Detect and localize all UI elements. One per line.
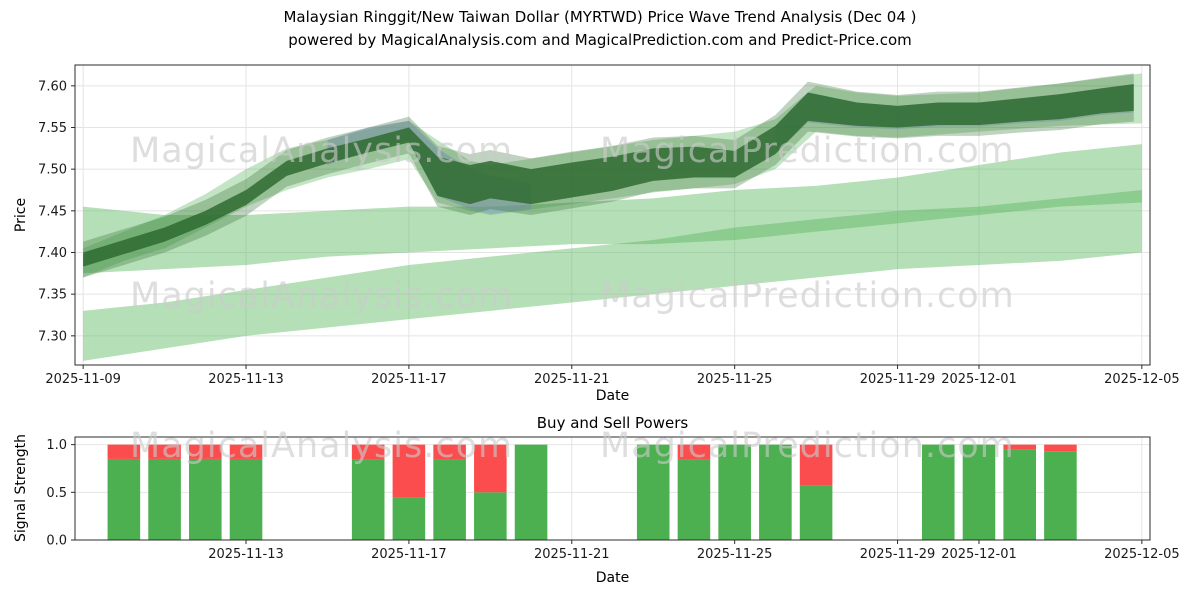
plot-frame: [74, 64, 1151, 366]
y-tick-label: 7.30: [38, 329, 67, 344]
x-tick-label: 2025-11-17: [371, 372, 447, 387]
buy-bar: [107, 458, 141, 540]
sell-bar: [1003, 444, 1036, 450]
x-tick-label: 2025-12-01: [941, 372, 1017, 387]
middle-forecast-band: [83, 144, 1142, 274]
sell-bar: [148, 444, 181, 459]
sell-bar: [107, 444, 141, 459]
y-tick-label: 1.0: [46, 438, 67, 453]
buy-bar: [229, 458, 263, 540]
buy-bar: [799, 485, 833, 540]
y-tick-label: 7.40: [38, 246, 67, 261]
x-tick-label: 2025-12-05: [1104, 372, 1180, 387]
page-subtitle: powered by MagicalAnalysis.com and Magic…: [288, 31, 912, 49]
buy-bar: [718, 444, 751, 540]
x-tick-label: 2025-11-25: [697, 372, 773, 387]
sell-bar: [677, 444, 711, 460]
x-tick-label: 2025-11-29: [860, 547, 936, 562]
x-tick-label: 2025-11-13: [208, 372, 284, 387]
buy-bar: [189, 458, 222, 540]
x-tick-label: 2025-12-01: [941, 547, 1017, 562]
sell-bar: [433, 444, 466, 460]
power-x-axis-label: Date: [595, 570, 630, 586]
buy-bar: [636, 444, 670, 540]
buy-bar: [1044, 451, 1077, 540]
sell-bar: [229, 444, 263, 459]
buy-bar: [759, 444, 792, 540]
sell-bar: [799, 444, 833, 486]
x-tick-label: 2025-11-13: [208, 547, 284, 562]
y-tick-label: 7.45: [38, 204, 67, 219]
plot-frame: [74, 436, 1151, 541]
buy-bar: [351, 459, 385, 540]
buy-bar: [148, 458, 181, 540]
power-chart-svg: 2025-11-13 2025-11-17 2025-11-21 2025-11-25…: [46, 436, 1180, 562]
y-tick-label: 7.35: [38, 288, 67, 303]
y-tick-label: 0.0: [46, 534, 67, 549]
sell-bar: [474, 444, 507, 493]
buy-bar: [962, 444, 996, 540]
sell-bar: [1044, 444, 1077, 452]
sell-bar: [351, 444, 385, 460]
buy-bar: [433, 459, 466, 540]
price-x-axis-label: Date: [595, 388, 630, 404]
y-tick-label: 7.50: [38, 163, 67, 178]
price-chart-svg: 2025-11-09 2025-11-13 2025-11-17 2025-11-21…: [38, 64, 1180, 387]
buy-bar: [677, 459, 711, 540]
y-tick-label: 7.55: [38, 121, 67, 136]
y-tick-label: 7.60: [38, 79, 67, 94]
buy-bar: [474, 492, 507, 540]
buy-bar: [921, 444, 955, 540]
x-tick-label: 2025-11-21: [534, 372, 610, 387]
buy-bar: [514, 444, 548, 540]
x-tick-label: 2025-11-25: [697, 547, 773, 562]
buy-bar: [1003, 449, 1036, 540]
lower-forecast-band: [83, 190, 1142, 361]
x-tick-label: 2025-11-21: [534, 547, 610, 562]
power-chart-title: Buy and Sell Powers: [536, 414, 689, 432]
page-title: Malaysian Ringgit/New Taiwan Dollar (MYR…: [283, 8, 917, 26]
sell-bar: [189, 444, 222, 459]
x-tick-label: 2025-11-29: [860, 372, 936, 387]
buy-bar: [392, 497, 426, 540]
y-tick-label: 0.5: [46, 486, 67, 501]
trend-band: [83, 84, 1134, 267]
x-tick-label: 2025-11-09: [45, 372, 121, 387]
sell-bar: [392, 444, 426, 498]
x-tick-label: 2025-11-17: [371, 547, 447, 562]
x-tick-label: 2025-12-05: [1104, 547, 1180, 562]
